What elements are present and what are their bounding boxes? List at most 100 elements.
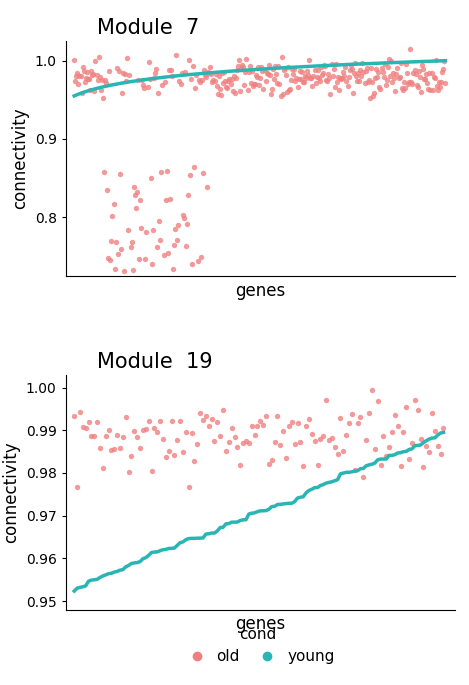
Point — [71, 75, 79, 86]
Point — [128, 450, 135, 461]
Point — [99, 92, 106, 103]
Point — [95, 52, 102, 63]
Point — [383, 75, 391, 86]
Point — [341, 62, 349, 73]
Point — [313, 71, 320, 82]
Point — [245, 438, 253, 449]
Point — [357, 412, 364, 423]
Point — [263, 67, 271, 78]
Point — [347, 59, 355, 70]
Point — [226, 73, 233, 84]
Point — [91, 85, 98, 96]
Point — [337, 73, 345, 84]
Point — [319, 430, 327, 441]
Point — [346, 65, 353, 76]
Point — [331, 82, 339, 93]
Point — [197, 252, 204, 263]
Point — [148, 465, 155, 476]
Point — [285, 421, 293, 432]
Point — [131, 189, 138, 200]
Point — [221, 76, 229, 87]
Point — [305, 413, 313, 424]
Point — [399, 85, 407, 96]
Point — [212, 69, 219, 80]
Point — [73, 71, 80, 82]
Point — [114, 249, 121, 260]
Point — [122, 412, 129, 423]
Point — [82, 73, 90, 84]
Point — [360, 66, 367, 77]
Point — [431, 425, 439, 436]
Point — [140, 79, 147, 90]
Point — [379, 66, 386, 77]
Point — [273, 78, 281, 89]
Point — [76, 406, 84, 417]
Point — [182, 240, 189, 251]
Point — [420, 461, 427, 472]
Point — [110, 199, 117, 210]
Point — [322, 395, 330, 406]
Point — [299, 76, 307, 87]
Point — [82, 422, 90, 433]
Point — [389, 68, 397, 79]
Point — [267, 88, 275, 99]
Point — [176, 416, 184, 427]
Point — [234, 60, 242, 71]
Point — [422, 73, 429, 84]
Point — [85, 73, 93, 84]
Point — [201, 70, 209, 81]
Point — [79, 421, 87, 432]
Point — [103, 184, 111, 195]
Point — [327, 89, 334, 100]
Legend: old, young: old, young — [175, 621, 340, 671]
Point — [356, 65, 364, 76]
Point — [87, 66, 95, 77]
Point — [424, 84, 432, 95]
Point — [256, 79, 263, 90]
Point — [153, 242, 161, 253]
Point — [192, 82, 199, 93]
Point — [121, 266, 128, 277]
Point — [177, 79, 184, 90]
Point — [296, 436, 304, 447]
Y-axis label: connectivity: connectivity — [2, 441, 20, 543]
Point — [179, 210, 186, 221]
Point — [239, 438, 247, 449]
Point — [414, 405, 422, 416]
Point — [210, 74, 217, 85]
Point — [340, 66, 347, 77]
Point — [145, 416, 152, 427]
Point — [119, 67, 127, 78]
Point — [171, 449, 178, 460]
Point — [328, 59, 335, 70]
Point — [236, 460, 244, 471]
Point — [391, 73, 398, 84]
Point — [81, 77, 89, 88]
Point — [225, 436, 233, 447]
Point — [137, 222, 145, 233]
Point — [372, 64, 380, 75]
Point — [227, 79, 234, 90]
Point — [301, 71, 309, 82]
Point — [251, 429, 258, 440]
Point — [124, 53, 131, 64]
Point — [284, 62, 292, 73]
Point — [139, 425, 147, 436]
Point — [185, 55, 193, 66]
Point — [209, 77, 216, 88]
Point — [307, 73, 314, 84]
Point — [211, 436, 218, 447]
Point — [217, 89, 225, 100]
Point — [429, 84, 436, 95]
Point — [130, 182, 137, 192]
Point — [146, 73, 153, 84]
Point — [233, 64, 241, 75]
Point — [259, 420, 267, 431]
Point — [278, 51, 285, 62]
Point — [257, 62, 265, 73]
Point — [379, 431, 387, 442]
Point — [265, 60, 272, 71]
Point — [80, 65, 88, 76]
Point — [75, 78, 82, 89]
Point — [91, 55, 99, 66]
